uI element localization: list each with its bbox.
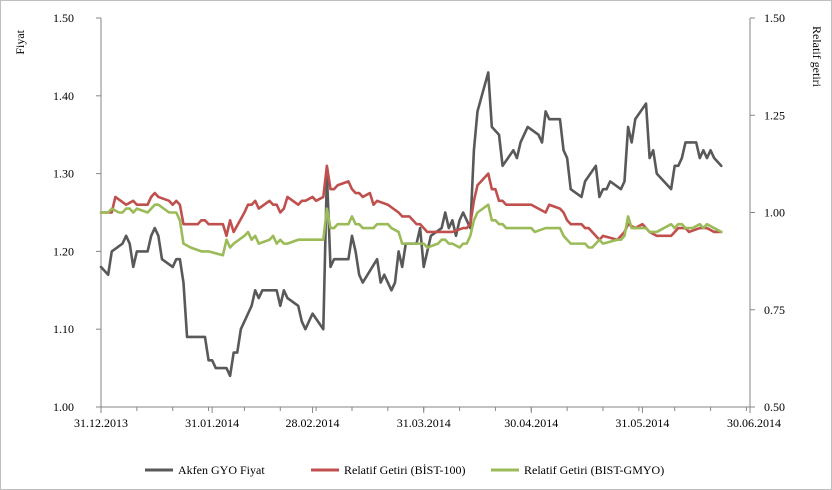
series-line-1 — [99, 71, 723, 378]
x-tick-label: 30.04.2014 — [504, 416, 558, 430]
y2-tick-label: 0.75 — [764, 303, 785, 317]
x-tick-label: 31.03.2014 — [397, 416, 451, 430]
y-axis-title: Fiyat — [13, 29, 27, 54]
y-tick-label: 1.30 — [53, 167, 74, 181]
x-tick-label: 31.05.2014 — [615, 416, 669, 430]
y2-axis-title: Relatif getiri — [810, 26, 824, 88]
series-line-3 — [99, 203, 723, 257]
y2-tick-label: 1.25 — [764, 108, 785, 122]
legend-label: Relatif Getiri (BİST-100) — [344, 463, 466, 477]
y-tick-label: 1.20 — [53, 244, 74, 258]
x-tick-label: 30.06.2014 — [727, 416, 781, 430]
tick-labels: 1.00 1.10 1.20 1.30 1.40 1.50 0.50 0.75 1.00 1.25… — [53, 11, 785, 430]
legend: Akfen GYO Fiyat Relatif Getiri (BİST-100)… — [145, 463, 664, 477]
x-tick-label: 31.12.2013 — [74, 416, 128, 430]
y-tick-label: 1.50 — [53, 11, 74, 25]
x-tick-label: 28.02.2014 — [286, 416, 340, 430]
axes — [96, 17, 755, 413]
y-tick-label: 1.00 — [53, 400, 74, 414]
x-tick-label: 31.01.2014 — [185, 416, 239, 430]
series-lines — [99, 71, 723, 378]
y2-tick-label: 1.50 — [764, 11, 785, 25]
legend-label: Relatif Getiri (BIST-GMYO) — [524, 463, 664, 477]
y-tick-label: 1.40 — [53, 89, 74, 103]
y2-tick-label: 1.00 — [764, 206, 785, 220]
y2-tick-label: 0.50 — [764, 400, 785, 414]
series-line-2 — [99, 164, 723, 242]
legend-label: Akfen GYO Fiyat — [178, 463, 265, 477]
y-tick-label: 1.10 — [53, 322, 74, 336]
